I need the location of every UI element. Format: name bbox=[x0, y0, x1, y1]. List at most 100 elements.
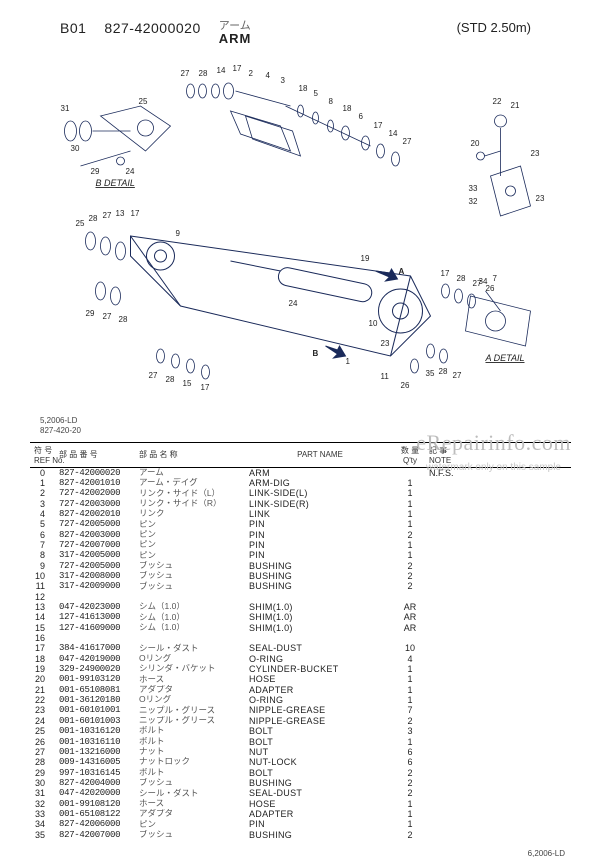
svg-text:11: 11 bbox=[381, 372, 390, 381]
page-header: B01 827-42000020 アーム ARM (STD 2.50m) bbox=[60, 20, 571, 46]
table-row: 2727-42002000リンク・サイド（L）LINK-SIDE(L)1 bbox=[30, 488, 571, 498]
svg-text:30: 30 bbox=[71, 144, 80, 153]
svg-text:10: 10 bbox=[369, 319, 378, 328]
svg-text:29: 29 bbox=[86, 309, 95, 318]
table-row: 26001-10316110ボルトBOLT1 bbox=[30, 737, 571, 747]
table-row: 7727-42007000ピンPIN1 bbox=[30, 540, 571, 550]
svg-text:29: 29 bbox=[91, 167, 100, 176]
title-en: ARM bbox=[219, 32, 252, 46]
table-row: 5727-42005000ピンPIN1 bbox=[30, 519, 571, 529]
table-row: 6827-42003000ピンPIN2 bbox=[30, 530, 571, 540]
table-row: 34827-42006000ピンPIN1 bbox=[30, 819, 571, 829]
svg-text:23: 23 bbox=[536, 194, 545, 203]
svg-text:32: 32 bbox=[469, 197, 478, 206]
svg-text:28: 28 bbox=[119, 315, 128, 324]
table-row: 11317-42009000ブッシュBUSHING2 bbox=[30, 581, 571, 591]
table-row: 25001-10316120ボルトBOLT3 bbox=[30, 726, 571, 736]
table-row: 12 bbox=[30, 592, 571, 602]
table-row: 18047-42019000OリングO-RING4 bbox=[30, 654, 571, 664]
section-code: B01 bbox=[60, 20, 86, 36]
svg-text:23: 23 bbox=[531, 149, 540, 158]
table-row: 1827-42001010アーム・デイグARM-DIG1 bbox=[30, 478, 571, 488]
svg-text:21: 21 bbox=[511, 101, 520, 110]
table-row: 3727-42003000リンク・サイド（R）LINK-SIDE(R)1 bbox=[30, 499, 571, 509]
table-row: 4827-42002010リンクLINK1 bbox=[30, 509, 571, 519]
table-row: 17384-41617000シール・ダストSEAL-DUST10 bbox=[30, 643, 571, 653]
svg-text:14: 14 bbox=[389, 129, 398, 138]
svg-text:14: 14 bbox=[217, 66, 226, 75]
svg-text:1: 1 bbox=[346, 357, 351, 366]
svg-text:9: 9 bbox=[176, 229, 181, 238]
svg-text:5: 5 bbox=[314, 89, 319, 98]
svg-text:2: 2 bbox=[249, 69, 254, 78]
table-row: 28009-14316005ナットロックNUT-LOCK6 bbox=[30, 757, 571, 767]
svg-text:8: 8 bbox=[329, 97, 334, 106]
table-row: 27001-13216000ナットNUT6 bbox=[30, 747, 571, 757]
svg-text:19: 19 bbox=[361, 254, 370, 263]
parts-table: 符 号 REF No. 部 品 番 号 部 品 名 称 PART NAME 数 … bbox=[30, 442, 571, 840]
svg-text:17: 17 bbox=[131, 209, 140, 218]
svg-text:17: 17 bbox=[374, 121, 383, 130]
std-spec: (STD 2.50m) bbox=[457, 20, 531, 35]
table-row: 24001-60101003ニップル・グリースNIPPLE-GREASE2 bbox=[30, 716, 571, 726]
svg-text:25: 25 bbox=[139, 97, 148, 106]
revision-note: 5,2006-LD 827-420-20 bbox=[40, 416, 571, 435]
svg-text:28: 28 bbox=[439, 367, 448, 376]
table-row: 22001-36120180OリングO-RING1 bbox=[30, 695, 571, 705]
a-detail-label: A DETAIL bbox=[485, 353, 525, 363]
svg-text:17: 17 bbox=[441, 269, 450, 278]
svg-text:18: 18 bbox=[343, 104, 352, 113]
svg-text:28: 28 bbox=[166, 375, 175, 384]
svg-text:25: 25 bbox=[76, 219, 85, 228]
svg-text:34: 34 bbox=[479, 277, 488, 286]
svg-text:35: 35 bbox=[426, 369, 435, 378]
table-header-row: 符 号 REF No. 部 品 番 号 部 品 名 称 PART NAME 数 … bbox=[30, 442, 571, 467]
exploded-diagram: B DETAIL 31 30 29 24 25 bbox=[30, 56, 571, 416]
svg-text:26: 26 bbox=[401, 381, 410, 390]
svg-text:22: 22 bbox=[493, 97, 502, 106]
svg-text:15: 15 bbox=[183, 379, 192, 388]
table-row: 32001-99108120ホースHOSE1 bbox=[30, 799, 571, 809]
svg-text:17: 17 bbox=[201, 383, 210, 392]
svg-text:27: 27 bbox=[453, 371, 462, 380]
svg-text:27: 27 bbox=[103, 211, 112, 220]
table-row: 29997-10316145ボルトBOLT2 bbox=[30, 768, 571, 778]
svg-text:28: 28 bbox=[89, 214, 98, 223]
svg-text:24: 24 bbox=[289, 299, 298, 308]
assembly-partno: 827-42000020 bbox=[104, 20, 200, 36]
svg-text:27: 27 bbox=[403, 137, 412, 146]
svg-text:7: 7 bbox=[493, 274, 498, 283]
table-row: 10317-42008000ブッシュBUSHING2 bbox=[30, 571, 571, 581]
svg-text:23: 23 bbox=[381, 339, 390, 348]
svg-text:18: 18 bbox=[299, 84, 308, 93]
table-row: 15127-41609000シム（1.0）SHIM(1.0)AR bbox=[30, 623, 571, 633]
table-row: 21001-65108081アダプタADAPTER1 bbox=[30, 685, 571, 695]
table-row: 16 bbox=[30, 633, 571, 643]
svg-text:A: A bbox=[399, 267, 405, 276]
table-row: 35827-42007000ブッシュBUSHING2 bbox=[30, 830, 571, 840]
table-row: 8317-42005000ピンPIN1 bbox=[30, 550, 571, 560]
svg-text:27: 27 bbox=[181, 69, 190, 78]
svg-text:B: B bbox=[313, 349, 319, 358]
svg-text:4: 4 bbox=[266, 71, 271, 80]
table-row: 30827-42004000ブッシュBUSHING2 bbox=[30, 778, 571, 788]
svg-text:27: 27 bbox=[149, 371, 158, 380]
svg-text:31: 31 bbox=[61, 104, 70, 113]
page-footer: 6,2006-LD bbox=[528, 849, 565, 858]
svg-text:3: 3 bbox=[281, 76, 286, 85]
table-row: 23001-60101001ニップル・グリースNIPPLE-GREASE7 bbox=[30, 705, 571, 715]
table-row: 14127-41613000シム（1.0）SHIM(1.0)AR bbox=[30, 612, 571, 622]
svg-text:6: 6 bbox=[359, 112, 364, 121]
table-row: 33001-65108122アダプタADAPTER1 bbox=[30, 809, 571, 819]
table-row: 20001-99103120ホースHOSE1 bbox=[30, 674, 571, 684]
table-row: 31047-42020000シール・ダストSEAL-DUST2 bbox=[30, 788, 571, 798]
svg-text:24: 24 bbox=[126, 167, 135, 176]
svg-text:13: 13 bbox=[116, 209, 125, 218]
svg-text:28: 28 bbox=[199, 69, 208, 78]
svg-text:17: 17 bbox=[233, 64, 242, 73]
svg-text:27: 27 bbox=[103, 312, 112, 321]
svg-text:20: 20 bbox=[471, 139, 480, 148]
table-row: 0827-42000020アームARMN.F.S. bbox=[30, 467, 571, 478]
svg-text:33: 33 bbox=[469, 184, 478, 193]
table-row: 9727-42005000ブッシュBUSHING2 bbox=[30, 561, 571, 571]
